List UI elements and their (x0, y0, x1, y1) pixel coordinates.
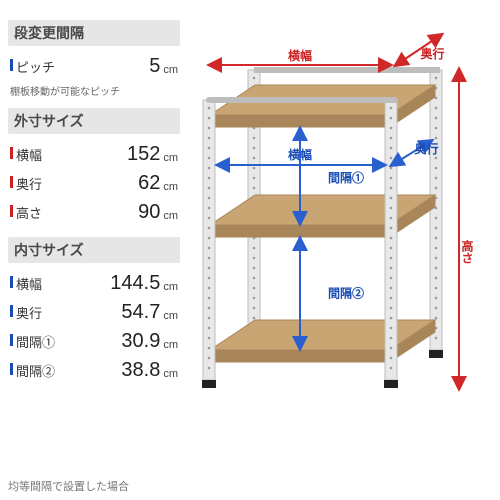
svg-text:奥行: 奥行 (414, 141, 438, 156)
spec-label: 奥行 (10, 174, 66, 193)
spec-label: 横幅 (10, 145, 66, 164)
spec-row: 奥行62cm (8, 169, 180, 198)
spec-value: 152 (66, 143, 162, 166)
spec-label: 奥行 (10, 303, 66, 322)
spec-value: 62 (66, 172, 162, 195)
spec-value: 38.8 (66, 359, 162, 382)
spec-value: 90 (66, 201, 162, 224)
spec-value: 54.7 (66, 301, 162, 324)
spec-row: 奥行54.7cm (8, 298, 180, 327)
label-pitch: ピッチ (10, 57, 66, 76)
spec-row: 間隔②38.8cm (8, 356, 180, 385)
spec-panel: 段変更間隔 ピッチ 5 cm 棚板移動が可能なピッチ 外寸サイズ 横幅152cm… (0, 0, 180, 385)
spec-row: 横幅152cm (8, 140, 180, 169)
svg-text:奥行: 奥行 (420, 46, 444, 61)
svg-text:横幅: 横幅 (288, 48, 312, 63)
section-title-pitch: 段変更間隔 (8, 20, 180, 46)
spec-row: 高さ90cm (8, 198, 180, 227)
svg-text:間隔②: 間隔② (328, 286, 364, 301)
shelf-diagram: 横幅奥行高さ横幅奥行間隔①間隔② (190, 20, 490, 480)
svg-text:間隔①: 間隔① (328, 170, 364, 185)
note-pitch: 棚板移動が可能なピッチ (8, 83, 180, 98)
footnote: 均等間隔で設置した場合 (8, 478, 129, 494)
section-title-outer: 外寸サイズ (8, 108, 180, 134)
spec-value: 30.9 (66, 330, 162, 353)
spec-row: 間隔①30.9cm (8, 327, 180, 356)
spec-row: 横幅144.5cm (8, 269, 180, 298)
section-title-inner: 内寸サイズ (8, 237, 180, 263)
value-pitch: 5 (66, 55, 162, 78)
spec-label: 横幅 (10, 274, 66, 293)
spec-value: 144.5 (66, 272, 162, 295)
svg-text:高さ: 高さ (460, 239, 474, 264)
spec-label: 間隔② (10, 361, 66, 380)
spec-label: 高さ (10, 203, 66, 222)
row-pitch: ピッチ 5 cm (8, 52, 180, 81)
spec-label: 間隔① (10, 332, 66, 351)
